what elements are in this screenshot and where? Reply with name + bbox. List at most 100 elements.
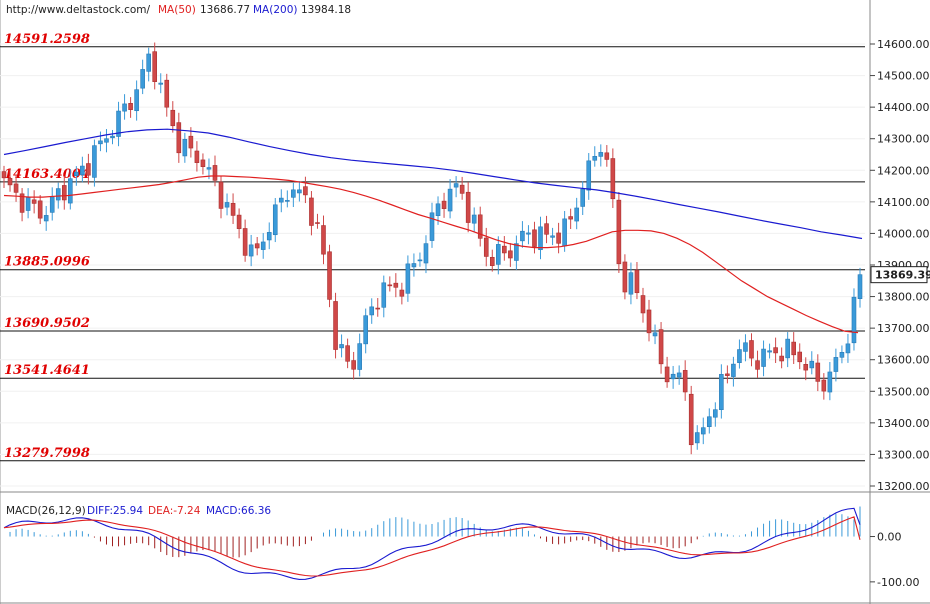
candle-down [622, 261, 628, 293]
candle-down [399, 289, 405, 297]
candle-up [297, 189, 302, 194]
candle-down [230, 202, 236, 216]
candle-up [423, 243, 429, 264]
candle-down [194, 150, 200, 163]
candle-down [303, 186, 308, 196]
candle-up [538, 226, 543, 251]
candle-down [544, 223, 549, 235]
candle-down [441, 200, 447, 209]
level-label: 14163.4004 [4, 167, 90, 182]
candle-up [104, 138, 109, 143]
macd-label: MACD(26,12,9) [6, 505, 86, 517]
candle-up [719, 374, 724, 410]
candle-up [140, 69, 145, 89]
candle-up [598, 152, 604, 157]
moving-averages [3, 128, 863, 334]
last-price-label: 13869.39 [875, 269, 930, 282]
candle-down [755, 360, 760, 370]
candle-down [640, 295, 646, 314]
candle-up [767, 350, 772, 353]
source-url[interactable]: http://www.deltastock.com/ [6, 4, 151, 16]
candle-up [55, 188, 61, 201]
candle-up [74, 171, 79, 177]
candle-up [592, 156, 598, 161]
level-label: 13690.9502 [4, 316, 90, 331]
candle-down [152, 51, 158, 82]
candle-up [670, 373, 676, 380]
candle-down [164, 79, 170, 108]
candle-down [797, 351, 803, 363]
candle-up [98, 140, 103, 145]
candle-up [182, 138, 188, 157]
candle-down [315, 222, 320, 224]
candle-up [92, 145, 97, 178]
candle-up [586, 160, 592, 191]
candle-down [459, 184, 465, 194]
candle-down [321, 225, 326, 255]
candle-down [815, 362, 821, 382]
candle-up [580, 188, 586, 207]
candle-down [773, 347, 778, 354]
price-axis-label: 13800.00 [877, 291, 930, 304]
candle-up [761, 348, 766, 367]
price-axis-label: 13300.00 [877, 448, 930, 461]
candle-up [405, 263, 411, 294]
candle-down [309, 197, 314, 226]
candle-down [502, 245, 507, 254]
candle-down [568, 216, 573, 220]
candle-up [785, 338, 790, 359]
candle-down [218, 181, 224, 209]
candle-up [369, 306, 375, 316]
candle-up [713, 409, 718, 418]
candle-down [393, 282, 399, 288]
candle-up [700, 427, 706, 435]
candle-up [272, 204, 278, 236]
price-axis-label: 14500.00 [877, 70, 930, 83]
ma50-line [3, 175, 859, 334]
candle-up [839, 352, 845, 358]
candle-up [743, 342, 748, 352]
candle-up [562, 218, 567, 247]
candle-up [43, 215, 49, 222]
level-label: 14591.2598 [4, 32, 90, 47]
candle-up [224, 202, 230, 208]
candle-down [483, 237, 489, 257]
candle-down [508, 250, 513, 259]
candle-down [188, 135, 194, 149]
candle-down [212, 165, 218, 181]
candle-up [158, 82, 164, 85]
last-price-box [870, 266, 928, 284]
price-axis-label: 14400.00 [877, 101, 930, 114]
candle-up [278, 197, 284, 203]
candle-up [731, 363, 736, 377]
candle-up [68, 178, 73, 204]
price-axis-label: 13500.00 [877, 385, 930, 398]
candle-up [291, 189, 296, 198]
candle-down [634, 269, 640, 294]
candle-down [236, 214, 242, 229]
level-label: 13885.0996 [4, 255, 90, 270]
candle-up [411, 263, 417, 268]
macd-value-label: MACD:66.36 [206, 505, 271, 517]
candle-up [381, 282, 387, 308]
candle-up [285, 200, 290, 202]
candle-up [833, 357, 839, 372]
candle-down [779, 355, 784, 362]
candle-up [520, 230, 525, 242]
ma50-value: 13686.77 [200, 4, 250, 16]
candle-down [658, 329, 664, 365]
candle-down [387, 284, 393, 287]
candle-up [357, 343, 362, 370]
candle-down [749, 340, 754, 359]
candle-down [604, 152, 610, 160]
candle-down [128, 103, 133, 110]
candle-down [200, 159, 206, 168]
macd-axis-label: 0.00 [877, 531, 902, 544]
candle-up [417, 259, 423, 262]
candle-down [616, 199, 622, 265]
macd-axis-label: -100.00 [877, 576, 919, 589]
candle-down [556, 232, 561, 244]
candle-up [339, 344, 344, 349]
